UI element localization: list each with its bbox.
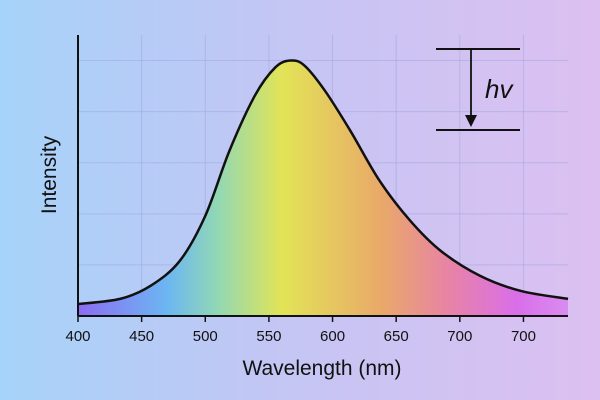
photon-energy-label: hv	[485, 74, 514, 104]
x-tick-label: 500	[193, 328, 218, 345]
x-tick-label: 550	[256, 328, 281, 345]
x-ticks: 400 450 500 550 600 650 700 700	[65, 316, 536, 345]
y-axis-title: Intensity	[38, 135, 61, 214]
x-tick-label: 600	[320, 328, 345, 345]
x-tick-label: 450	[129, 328, 154, 345]
energy-level-transition-arrow-icon	[436, 48, 520, 131]
spectrum-curve	[77, 59, 569, 306]
x-tick-label: 650	[384, 328, 409, 345]
x-tick-label: 400	[65, 328, 90, 345]
spectrum-area	[78, 60, 568, 317]
x-tick-label: 700	[447, 328, 472, 345]
x-axis-title: Wavelength (nm)	[242, 357, 401, 380]
x-tick-label: 700	[511, 328, 536, 345]
